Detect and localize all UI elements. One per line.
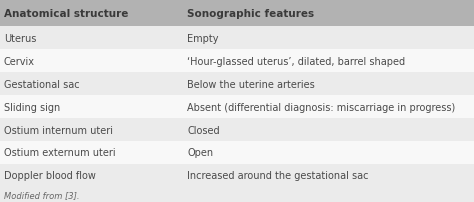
Text: Below the uterine arteries: Below the uterine arteries	[187, 79, 315, 89]
Text: Ostium internum uteri: Ostium internum uteri	[4, 125, 113, 135]
Text: Closed: Closed	[187, 125, 220, 135]
Bar	[0, 0, 474, 27]
Text: Doppler blood flow: Doppler blood flow	[4, 170, 96, 180]
Text: Open: Open	[187, 148, 213, 158]
Bar	[0, 118, 474, 141]
Text: Cervix: Cervix	[4, 57, 35, 66]
Text: Ostium externum uteri: Ostium externum uteri	[4, 148, 115, 158]
Text: Modified from [3].: Modified from [3].	[4, 190, 79, 199]
Bar	[0, 96, 474, 118]
Text: Anatomical structure: Anatomical structure	[4, 9, 128, 19]
Bar	[0, 50, 474, 73]
Bar	[0, 27, 474, 50]
Text: Sonographic features: Sonographic features	[187, 9, 314, 19]
Bar	[0, 187, 474, 202]
Bar	[0, 164, 474, 187]
Text: Empty: Empty	[187, 34, 219, 44]
Text: Increased around the gestational sac: Increased around the gestational sac	[187, 170, 369, 180]
Text: ‘Hour-glassed uterus’, dilated, barrel shaped: ‘Hour-glassed uterus’, dilated, barrel s…	[187, 57, 405, 66]
Bar	[0, 73, 474, 96]
Text: Sliding sign: Sliding sign	[4, 102, 60, 112]
Text: Gestational sac: Gestational sac	[4, 79, 80, 89]
Bar	[0, 141, 474, 164]
Text: Uterus: Uterus	[4, 34, 36, 44]
Text: Absent (differential diagnosis: miscarriage in progress): Absent (differential diagnosis: miscarri…	[187, 102, 456, 112]
